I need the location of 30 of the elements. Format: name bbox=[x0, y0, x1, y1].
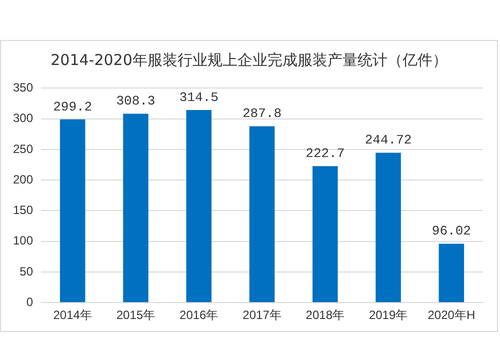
y-tick-label: 350 bbox=[12, 80, 34, 95]
data-label: 244.72 bbox=[364, 132, 412, 148]
bar bbox=[123, 114, 148, 302]
x-tick-label: 2020年H bbox=[428, 308, 476, 322]
bar bbox=[312, 166, 338, 302]
data-label: 96.02 bbox=[432, 224, 471, 239]
x-tick-label: 2016年 bbox=[180, 308, 218, 322]
x-tick-label: 2014年 bbox=[53, 308, 92, 322]
data-label: 299.2 bbox=[53, 99, 92, 114]
bar bbox=[376, 152, 401, 302]
y-tick-label: 0 bbox=[26, 294, 34, 309]
data-label: 308.3 bbox=[116, 94, 156, 109]
y-tick-label: 250 bbox=[12, 142, 34, 156]
bar bbox=[60, 119, 86, 302]
x-tick-label: 2017年 bbox=[242, 308, 282, 322]
bar bbox=[186, 110, 212, 302]
x-tick-label: 2019年 bbox=[368, 308, 408, 322]
data-label: 314.5 bbox=[179, 90, 218, 105]
y-tick-label: 200 bbox=[12, 172, 34, 186]
x-tick-label: 2018年 bbox=[306, 308, 344, 322]
chart-title: 2014-2020年服装行业规上企业完成服装产量统计（亿件） bbox=[50, 51, 448, 71]
data-label: 287.8 bbox=[242, 106, 282, 122]
x-tick-label: 2015年 bbox=[116, 308, 156, 322]
y-tick-label: 50 bbox=[20, 264, 34, 278]
y-tick-label: 150 bbox=[12, 203, 34, 218]
bar bbox=[249, 126, 275, 302]
bar bbox=[438, 244, 464, 302]
y-tick-label: 100 bbox=[12, 234, 34, 248]
y-tick-label: 300 bbox=[12, 111, 34, 126]
data-label: 222.7 bbox=[306, 146, 345, 162]
